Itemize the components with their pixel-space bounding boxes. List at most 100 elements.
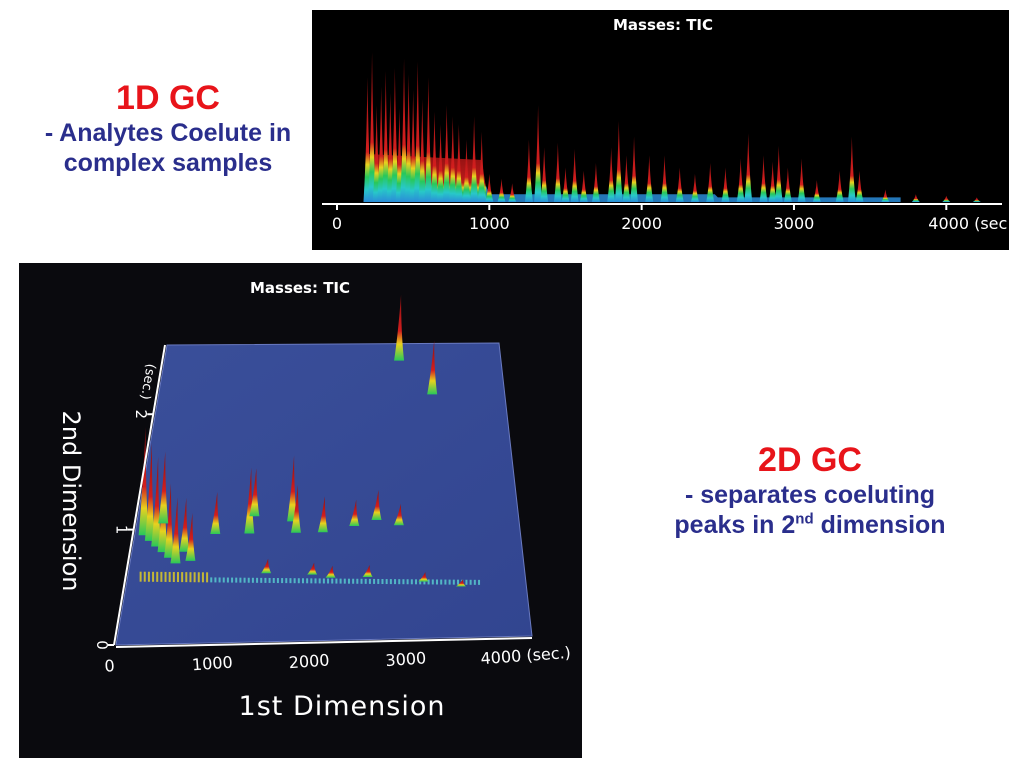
chart-1d-peak	[400, 58, 409, 203]
chart-2d-ridge-mark	[256, 577, 259, 583]
chart-2d-ridge-mark	[147, 571, 150, 582]
chart-1d-peak	[614, 120, 623, 202]
chart-2d-peak	[163, 483, 174, 558]
chart-1d-peak	[368, 52, 377, 202]
chart-2d-ridge-mark	[247, 577, 250, 583]
chart-2d-peak	[394, 294, 405, 361]
heading-2d-gc: 2D GC - separates coeluting peaks in 2nd…	[640, 440, 980, 540]
chart-1d-peak	[812, 180, 821, 202]
chart-2d-x-axis-label: 1st Dimension	[239, 691, 446, 722]
chart-2d-peak	[249, 468, 260, 517]
chart-1d-peak	[835, 170, 844, 202]
heading-1d-line2: complex samples	[63, 149, 273, 177]
chart-1d-peak	[534, 105, 543, 202]
chart-1d-peak	[561, 167, 570, 202]
chart-1d-peak	[418, 99, 427, 202]
chart-2d-ridge-mark	[206, 572, 209, 583]
chart-2d-ridge-mark	[297, 578, 300, 584]
heading-2d-line2-sup: nd	[795, 510, 814, 528]
chart-1d-peak	[630, 136, 639, 202]
chart-2d-ridge-mark	[272, 577, 275, 583]
chart-2d-ridge-mark	[381, 579, 384, 585]
chart-2d-ridge-mark	[423, 579, 426, 585]
chart-2d-x-tick-label: 2000	[288, 650, 330, 672]
chart-2d-ridge-mark	[164, 571, 167, 582]
chart-1d-title: Masses: TIC	[613, 16, 713, 34]
chart-1d-peak	[660, 155, 669, 202]
chart-2d-ridge-mark	[168, 571, 171, 582]
chart-2d-y-unit: (sec.)	[137, 362, 158, 400]
chart-2d-ridge-mark	[448, 579, 451, 585]
chart-2d-peak	[371, 489, 382, 520]
chart-1d-peak	[381, 70, 390, 203]
chart-1d-peak	[768, 161, 777, 202]
chart-1d-peak	[690, 173, 699, 202]
chart-2d-ridge-mark	[222, 577, 225, 583]
chart-1d-peak	[972, 197, 981, 202]
heading-1d-line1: - Analytes Coelute in	[44, 119, 292, 147]
chart-2d-ridge-mark	[339, 578, 342, 584]
chart-2d-ridge-mark	[436, 579, 439, 585]
chart-1d-peak	[783, 167, 792, 202]
chart-1d-peak	[645, 155, 654, 202]
chart-2d-surface	[115, 342, 533, 646]
chart-2d-x-tick-label: 4000 (sec.)	[480, 643, 571, 668]
chart-1d-peak	[759, 155, 768, 202]
chart-1d-peak	[622, 155, 631, 202]
chart-2d-ridge-mark	[143, 571, 146, 582]
chart-1d-peak	[477, 131, 486, 202]
chart-2d-ridge-mark	[235, 577, 238, 583]
chart-2d-ridge-mark	[152, 571, 155, 582]
chromatogram-1d-panel: Masses: TIC 0 1000 2000 3000 4000 (sec.)	[312, 10, 1009, 250]
chart-1d-tick-label: 4000 (sec.)	[928, 214, 1009, 233]
chart-2d-ridge-mark	[385, 579, 388, 585]
chart-2d-ridge-mark	[352, 578, 355, 584]
chart-2d-ridge-mark	[314, 578, 317, 584]
chart-2d-ridge-mark	[389, 579, 392, 585]
chart-2d-ridge-mark	[276, 578, 279, 584]
chart-2d-ridge-mark	[427, 579, 430, 585]
chart-2d-ridge-mark	[193, 572, 196, 583]
chart-1d-tick-label: 2000	[621, 214, 662, 233]
chart-2d-ridge-mark	[239, 577, 242, 583]
chart-1d-peak	[736, 158, 745, 202]
chart-1d-peak	[591, 163, 600, 202]
chart-2d-peak	[210, 492, 221, 535]
chart-2d-ridge-mark	[322, 578, 325, 584]
chart-2d-ridge-mark	[402, 579, 405, 585]
chart-2d-ridge-mark	[201, 572, 204, 583]
chart-2d-ridge-mark	[243, 577, 246, 583]
chart-1d-peak	[404, 74, 413, 202]
chart-1d-peak	[485, 173, 494, 202]
chart-2d-peak	[151, 456, 162, 547]
chart-2d-ridge-mark	[410, 579, 413, 585]
chart-1d-peak	[508, 183, 517, 202]
chart-2d-ridge-mark	[251, 577, 254, 583]
chart-1d-peak	[553, 142, 562, 202]
chart-1d-peak	[442, 105, 451, 202]
chart-1d-peak	[424, 77, 433, 202]
chart-2d-ridge-mark	[444, 579, 447, 585]
chart-2d-peak	[185, 512, 196, 561]
chart-2d-peak	[393, 503, 404, 526]
chart-2d-baseline-ridge	[139, 571, 481, 585]
chart-2d-ridge-mark	[331, 578, 334, 584]
chart-2d-ridge-mark	[347, 578, 350, 584]
chart-2d-ridge-mark	[306, 578, 309, 584]
chart-1d-peak	[942, 195, 951, 202]
chart-2d-ridge-mark	[172, 572, 175, 583]
chart-2d-ridge-mark	[415, 579, 418, 585]
chart-2d-ridge-mark	[289, 578, 292, 584]
heading-2d-line2-post: dimension	[813, 511, 946, 539]
chart-2d-peak	[362, 564, 373, 577]
chart-2d-ridge-mark	[356, 578, 359, 584]
heading-2d-line1: - separates coeluting	[684, 481, 936, 509]
chart-2d-peak	[325, 565, 336, 578]
chart-1d-peak	[855, 170, 864, 202]
chart-1d-peak	[570, 148, 579, 202]
chart-1d-peak	[470, 116, 479, 202]
chart-2d-ridge-mark	[231, 577, 234, 583]
chart-1d-tick-label: 3000	[774, 214, 815, 233]
chart-1d-peak	[454, 124, 463, 202]
heading-2d-title: 2D GC	[758, 441, 862, 479]
